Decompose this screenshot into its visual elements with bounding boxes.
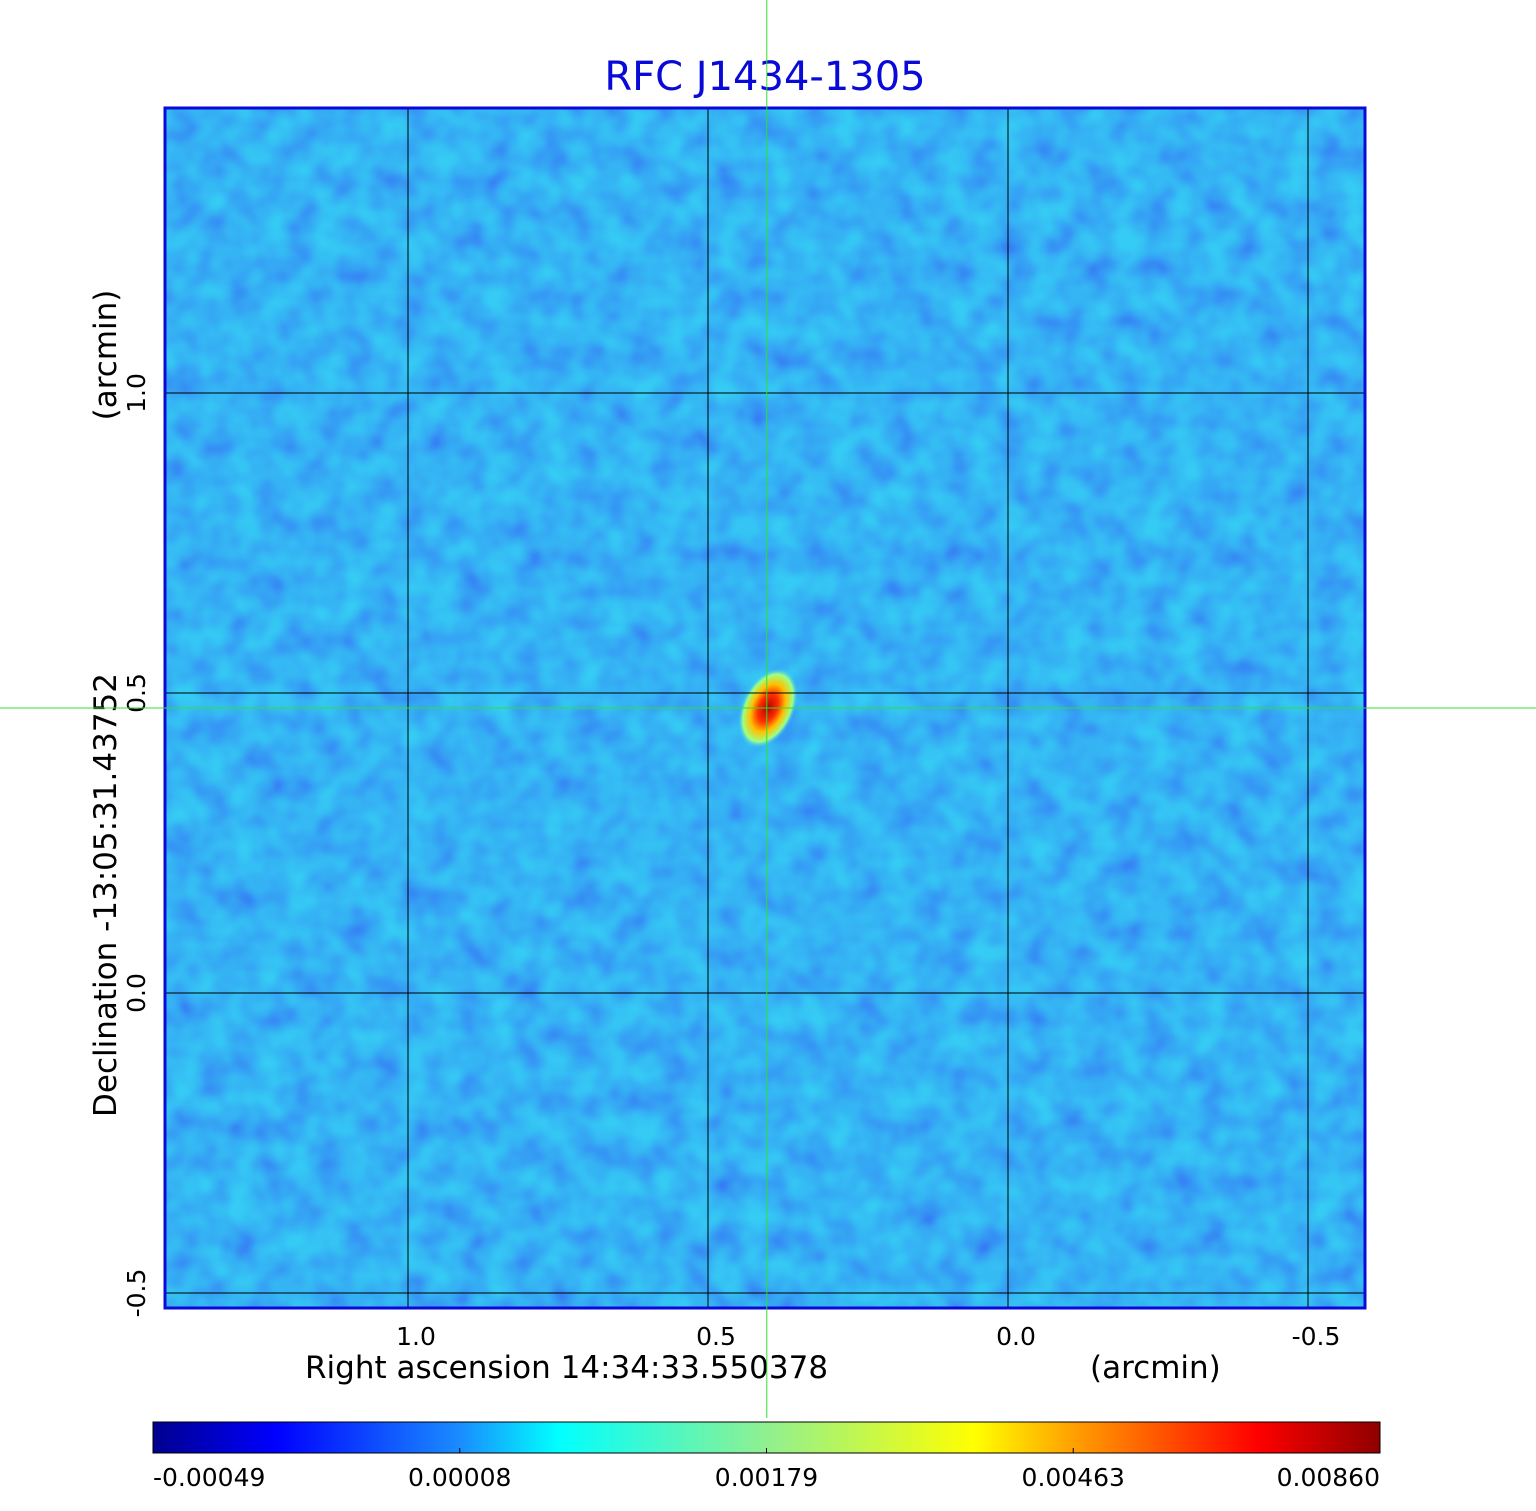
colorbar-tick-label: 0.00179 (715, 1463, 818, 1492)
x-tick-label: 1.0 (396, 1322, 436, 1351)
x-axis-unit: (arcmin) (1090, 1350, 1221, 1386)
y-tick-label: 0.0 (122, 973, 151, 1013)
colorbar-tick-label: 0.00008 (408, 1463, 511, 1492)
y-tick-label: 1.0 (122, 373, 151, 413)
y-tick-label: 0.5 (122, 673, 151, 713)
x-axis-label: Right ascension 14:34:33.550378 (305, 1350, 828, 1386)
colorbar (152, 1421, 1381, 1454)
y-axis-unit: (arcmin) (88, 290, 124, 421)
x-tick-label: 0.0 (996, 1322, 1036, 1351)
x-tick-label: 0.5 (696, 1322, 736, 1351)
colorbar-tick-label: -0.00049 (153, 1463, 265, 1492)
x-tick-label: -0.5 (1292, 1322, 1341, 1351)
y-axis-label: Declination -13:05:31.43752 (88, 673, 124, 1117)
y-tick-label: -0.5 (122, 1269, 151, 1318)
chart-title: RFC J1434-1305 (604, 54, 925, 100)
colorbar-tick-label: 0.00463 (1022, 1463, 1125, 1492)
colorbar-tick-label: 0.00860 (1277, 1463, 1380, 1492)
